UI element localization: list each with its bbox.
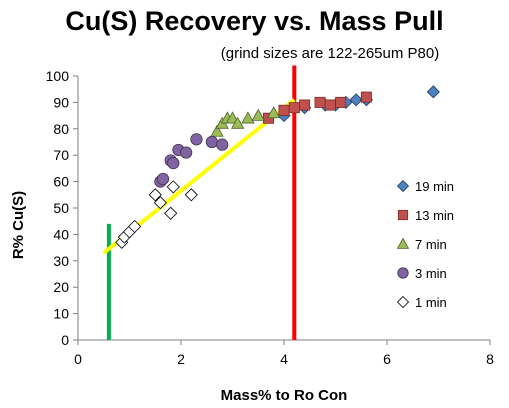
data-point bbox=[288, 102, 300, 114]
y-tick-label: 60 bbox=[53, 174, 69, 190]
y-tick-label: 70 bbox=[53, 147, 69, 163]
legend-marker bbox=[397, 209, 409, 221]
data-point bbox=[225, 111, 240, 124]
data-point bbox=[241, 111, 255, 124]
data-point bbox=[314, 96, 326, 108]
legend-label: 19 min bbox=[415, 179, 454, 194]
y-tick-label: 100 bbox=[46, 68, 70, 84]
data-point bbox=[205, 135, 218, 149]
data-point bbox=[166, 180, 180, 194]
x-axis-label: Mass% to Ro Con bbox=[221, 387, 348, 404]
y-tick-label: 90 bbox=[53, 94, 69, 110]
data-point bbox=[184, 188, 198, 202]
data-point bbox=[210, 124, 224, 137]
legend-label: 3 min bbox=[415, 266, 447, 281]
data-point bbox=[148, 188, 162, 202]
y-tick-label: 30 bbox=[53, 253, 69, 269]
data-point bbox=[335, 96, 347, 108]
tick-labels: 0 10 20 30 40 50 60 70 80 90 100 0 2 4 6 8 bbox=[46, 68, 494, 367]
data-point bbox=[278, 104, 290, 116]
data-point bbox=[324, 99, 336, 111]
legend-marker bbox=[396, 237, 410, 249]
data-point bbox=[164, 206, 178, 220]
data-point bbox=[180, 146, 193, 159]
data-point bbox=[299, 99, 311, 111]
data-point bbox=[153, 196, 167, 210]
y-tick-label: 10 bbox=[53, 306, 69, 322]
legend-label: 1 min bbox=[415, 295, 447, 310]
x-tick-label: 0 bbox=[74, 351, 82, 367]
legend-marker bbox=[396, 295, 410, 309]
data-point bbox=[230, 116, 245, 129]
y-tick-label: 80 bbox=[53, 121, 69, 137]
data-point bbox=[349, 93, 363, 107]
data-point bbox=[426, 85, 440, 99]
y-tick-label: 40 bbox=[53, 226, 69, 242]
legend: 19 min 13 min 7 min 3 min 1 min bbox=[396, 179, 454, 310]
data-point bbox=[267, 106, 281, 119]
x-tick-label: 4 bbox=[280, 351, 288, 367]
data-marks bbox=[115, 85, 440, 249]
x-tick-label: 2 bbox=[177, 351, 185, 367]
legend-marker bbox=[397, 267, 409, 279]
data-point bbox=[251, 108, 265, 121]
data-point bbox=[128, 219, 142, 234]
data-point bbox=[167, 157, 180, 170]
y-tick-label: 20 bbox=[53, 279, 69, 295]
y-tick-label: 50 bbox=[53, 200, 69, 216]
reference-lines bbox=[102, 65, 297, 340]
data-point bbox=[156, 172, 170, 186]
legend-label: 13 min bbox=[415, 208, 454, 223]
chart-subtitle: (grind sizes are 122-265um P80) bbox=[220, 45, 440, 62]
x-tick-label: 6 bbox=[383, 351, 391, 367]
y-axis-label: R% Cu(S) bbox=[10, 191, 27, 259]
legend-label: 7 min bbox=[415, 237, 447, 252]
chart-title: Cu(S) Recovery vs. Mass Pull bbox=[65, 6, 444, 36]
data-point bbox=[360, 91, 372, 103]
legend-marker bbox=[396, 179, 410, 193]
axes bbox=[73, 75, 491, 345]
data-point bbox=[216, 138, 229, 151]
x-tick-label: 8 bbox=[486, 351, 494, 367]
y-tick-label: 0 bbox=[61, 332, 69, 348]
data-point bbox=[190, 133, 203, 146]
